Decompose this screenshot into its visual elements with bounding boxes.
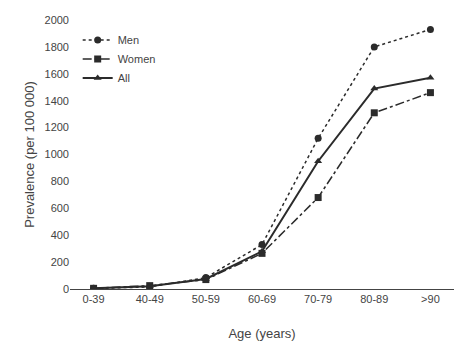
- svg-text:All: All: [118, 72, 130, 84]
- svg-text:1000: 1000: [45, 148, 69, 160]
- svg-text:1200: 1200: [45, 121, 69, 133]
- svg-text:1600: 1600: [45, 68, 69, 80]
- svg-text:80-89: 80-89: [360, 293, 388, 305]
- svg-text:Prevalence (per 100 000): Prevalence (per 100 000): [22, 81, 37, 228]
- svg-text:400: 400: [51, 229, 69, 241]
- svg-text:50-59: 50-59: [192, 293, 220, 305]
- svg-text:40-49: 40-49: [136, 293, 164, 305]
- svg-text:>90: >90: [421, 293, 440, 305]
- svg-text:70-79: 70-79: [304, 293, 332, 305]
- svg-text:0-39: 0-39: [83, 293, 105, 305]
- svg-text:1800: 1800: [45, 41, 69, 53]
- svg-text:60-69: 60-69: [248, 293, 276, 305]
- svg-text:Women: Women: [118, 53, 156, 65]
- svg-text:Men: Men: [118, 34, 139, 46]
- svg-text:600: 600: [51, 202, 69, 214]
- svg-text:200: 200: [51, 256, 69, 268]
- svg-text:800: 800: [51, 175, 69, 187]
- svg-text:0: 0: [63, 283, 69, 295]
- svg-text:2000: 2000: [45, 14, 69, 26]
- svg-text:1400: 1400: [45, 95, 69, 107]
- svg-text:Age (years): Age (years): [228, 326, 295, 341]
